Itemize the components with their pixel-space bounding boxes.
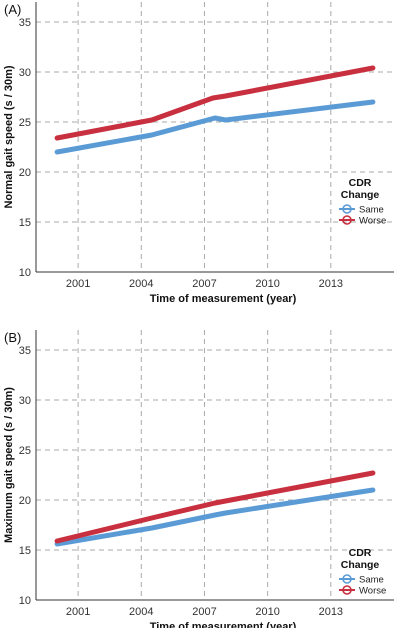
legend-swatch-marker-same (342, 574, 352, 584)
x-tick-label: 2007 (192, 278, 216, 290)
legend-label-same: Same (359, 575, 384, 586)
legend-swatch-marker-same (342, 204, 352, 214)
panel-a: 10 15 20 25 30 35 2001 2004 2007 2010 2013 Time of … (3, 2, 394, 305)
x-axis-title: Time of measurement (year) (150, 293, 297, 305)
y-tick-label: 35 (19, 17, 31, 29)
legend-title-line-1: CDR (349, 547, 372, 559)
y-tick-label: 15 (19, 217, 31, 229)
y-tick-label: 15 (19, 545, 31, 557)
x-tick-label: 2013 (319, 278, 343, 290)
series-line-same (54, 487, 376, 547)
series-line-worse (54, 470, 376, 544)
y-tick-label: 20 (19, 167, 31, 179)
legend-title-line-2: Change (341, 189, 380, 201)
series-line-worse (54, 65, 376, 141)
x-tick-label: 2001 (66, 606, 90, 618)
x-tick-label: 2004 (129, 278, 153, 290)
x-tick-label: 2007 (192, 606, 216, 618)
legend-label-worse: Worse (359, 586, 386, 597)
x-tick-label: 2004 (129, 606, 153, 618)
series-line-same (54, 99, 376, 155)
y-tick-label: 10 (19, 595, 31, 607)
y-axis-title: Maximum gait speed (s / 30m) (3, 387, 15, 543)
y-tick-label: 25 (19, 117, 31, 129)
panel-label: (B) (4, 330, 21, 345)
y-tick-label: 25 (19, 445, 31, 457)
y-tick-label: 30 (19, 395, 31, 407)
y-tick-label: 35 (19, 345, 31, 357)
legend-swatch-marker-worse (342, 585, 352, 595)
x-tick-label: 2001 (66, 278, 90, 290)
panel-label: (A) (4, 2, 21, 17)
y-tick-label: 30 (19, 67, 31, 79)
legend-label-same: Same (359, 205, 384, 216)
panel-b: 10 15 20 25 30 35 2001 2004 2007 2010 2013 Time of … (3, 330, 394, 628)
x-tick-label: 2013 (319, 606, 343, 618)
x-tick-label: 2010 (255, 278, 279, 290)
legend-title-line-1: CDR (349, 177, 372, 189)
x-axis-title: Time of measurement (year) (150, 621, 297, 628)
legend-title-line-2: Change (341, 559, 380, 571)
legend-label-worse: Worse (359, 216, 386, 227)
y-axis-title: Normal gait speed (s / 30m) (3, 65, 15, 208)
y-tick-label: 20 (19, 495, 31, 507)
x-tick-label: 2010 (255, 606, 279, 618)
y-tick-label: 10 (19, 267, 31, 279)
legend-swatch-marker-worse (342, 215, 352, 225)
